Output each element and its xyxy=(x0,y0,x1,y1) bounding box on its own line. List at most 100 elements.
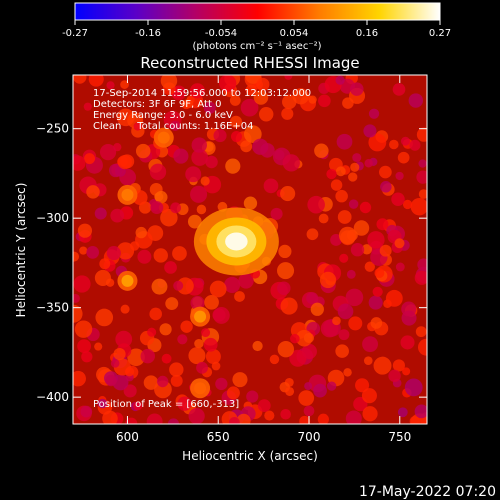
heatmap-cell xyxy=(213,129,227,143)
heatmap-cell xyxy=(230,131,243,143)
colorbar-frame xyxy=(74,2,441,21)
heatmap-cell xyxy=(188,347,206,365)
heatmap-cell xyxy=(160,209,178,227)
heatmap-cell xyxy=(337,210,352,224)
heatmap-cell xyxy=(299,415,311,424)
heatmap-cell xyxy=(379,244,392,257)
heatmap-cell xyxy=(402,367,411,376)
heatmap-cell xyxy=(339,253,349,263)
heatmap-cell xyxy=(125,417,138,424)
heatmap-cell xyxy=(172,246,187,261)
heatmap-cell xyxy=(284,75,293,80)
heatmap-cell xyxy=(370,317,383,329)
heatmap-cell xyxy=(169,362,184,377)
heatmap-cell xyxy=(194,338,204,349)
heatmap-cell xyxy=(245,84,257,96)
heatmap-cell xyxy=(94,342,103,351)
heatmap-cell xyxy=(314,143,329,158)
heatmap-cell xyxy=(368,133,387,152)
heatmap-cell xyxy=(280,408,291,420)
heatmap-cell xyxy=(150,201,164,215)
heatmap-cell xyxy=(401,301,417,317)
heatmap-cell xyxy=(256,77,270,91)
heatmap-cell xyxy=(97,398,108,409)
heatmap-cell xyxy=(164,261,177,274)
heatmap-cell xyxy=(361,244,373,255)
heatmap-cell xyxy=(277,262,295,280)
heatmap-cell xyxy=(154,192,164,202)
heatmap-cell xyxy=(185,166,202,183)
heatmap-cell xyxy=(127,348,145,367)
heatmap-cell xyxy=(264,410,275,421)
colorbar-label: (photons cm⁻² s⁻¹ asec⁻²) xyxy=(192,41,321,52)
heatmap-cell xyxy=(353,220,370,236)
heatmap-sources xyxy=(117,127,279,399)
heatmap-cell xyxy=(343,368,352,377)
heatmap-cell xyxy=(226,386,240,400)
heatmap-cell xyxy=(335,189,348,203)
heatmap-cell xyxy=(95,308,114,327)
y-axis-title: Heliocentric Y (arcsec) xyxy=(14,183,28,318)
heatmap-cell xyxy=(219,75,237,92)
heatmap-cell xyxy=(167,418,180,424)
heatmap-cell xyxy=(400,335,415,350)
heatmap-cell xyxy=(99,144,117,161)
heatmap-cell xyxy=(335,166,346,177)
heatmap-cell xyxy=(415,326,427,338)
heatmap-cell xyxy=(200,176,210,186)
heatmap-cell xyxy=(99,258,111,270)
heatmap-cell xyxy=(108,163,123,178)
heatmap-cell xyxy=(277,341,295,358)
colorbar: -0.27 -0.16 -0.054 0.054 0.16 0.27 (photons c… xyxy=(62,2,451,52)
heatmap-cell xyxy=(263,178,279,194)
heatmap-cell xyxy=(282,94,297,110)
heatmap-cell xyxy=(229,416,240,424)
plot-frame xyxy=(72,74,428,425)
heatmap-cell xyxy=(270,207,283,220)
heatmap-cell xyxy=(191,137,207,153)
heatmap-cell xyxy=(77,339,92,354)
heatmap-cell xyxy=(153,248,168,263)
heatmap-cell xyxy=(117,154,132,170)
info-energy-range: Energy Range: 3.0 - 6.0 keV xyxy=(93,110,233,121)
heatmap-cell xyxy=(337,303,354,320)
heatmap-cell xyxy=(211,361,221,371)
heatmap-cell xyxy=(252,138,269,155)
heatmap-cell xyxy=(110,359,120,368)
y-tick-label: −400 xyxy=(36,390,69,404)
secondary-source xyxy=(121,188,134,201)
heatmap-cell xyxy=(133,401,143,411)
heatmap-cell xyxy=(280,297,298,315)
y-tick-label: −300 xyxy=(36,211,69,225)
heatmap-cell xyxy=(317,413,329,424)
heatmap-cell xyxy=(303,405,315,417)
heatmap-cell xyxy=(395,262,405,272)
heatmap-cell xyxy=(116,242,135,260)
heatmap-cell xyxy=(170,374,183,387)
heatmap-cell xyxy=(345,288,364,307)
info-detectors: Detectors: 3F 6F 9F, Att 0 xyxy=(93,99,221,110)
heatmap-cell xyxy=(326,168,337,180)
heatmap-cell xyxy=(367,231,385,249)
heatmap-cell xyxy=(253,90,269,105)
heatmap-cell xyxy=(318,213,329,224)
heatmap-cell xyxy=(135,226,147,239)
heatmap-cell xyxy=(146,413,163,424)
colorbar-tick-label: 0.054 xyxy=(280,28,309,39)
heatmap-cell xyxy=(190,185,208,203)
heatmap-cell xyxy=(308,95,317,104)
heatmap-cell xyxy=(106,246,121,261)
heatmap-cell xyxy=(149,163,167,181)
heatmap-cell xyxy=(73,293,80,303)
heatmap-cell xyxy=(350,162,360,172)
heatmap-cell xyxy=(183,99,194,109)
heatmap-cell xyxy=(77,223,93,238)
heatmap-cell xyxy=(290,333,300,344)
heatmap-cell xyxy=(361,388,377,404)
heatmap-cell xyxy=(319,271,337,289)
heatmap-cell xyxy=(81,351,93,363)
heatmap-cell xyxy=(350,82,364,96)
heatmap-cell xyxy=(225,158,241,174)
heatmap-cell xyxy=(113,348,126,361)
